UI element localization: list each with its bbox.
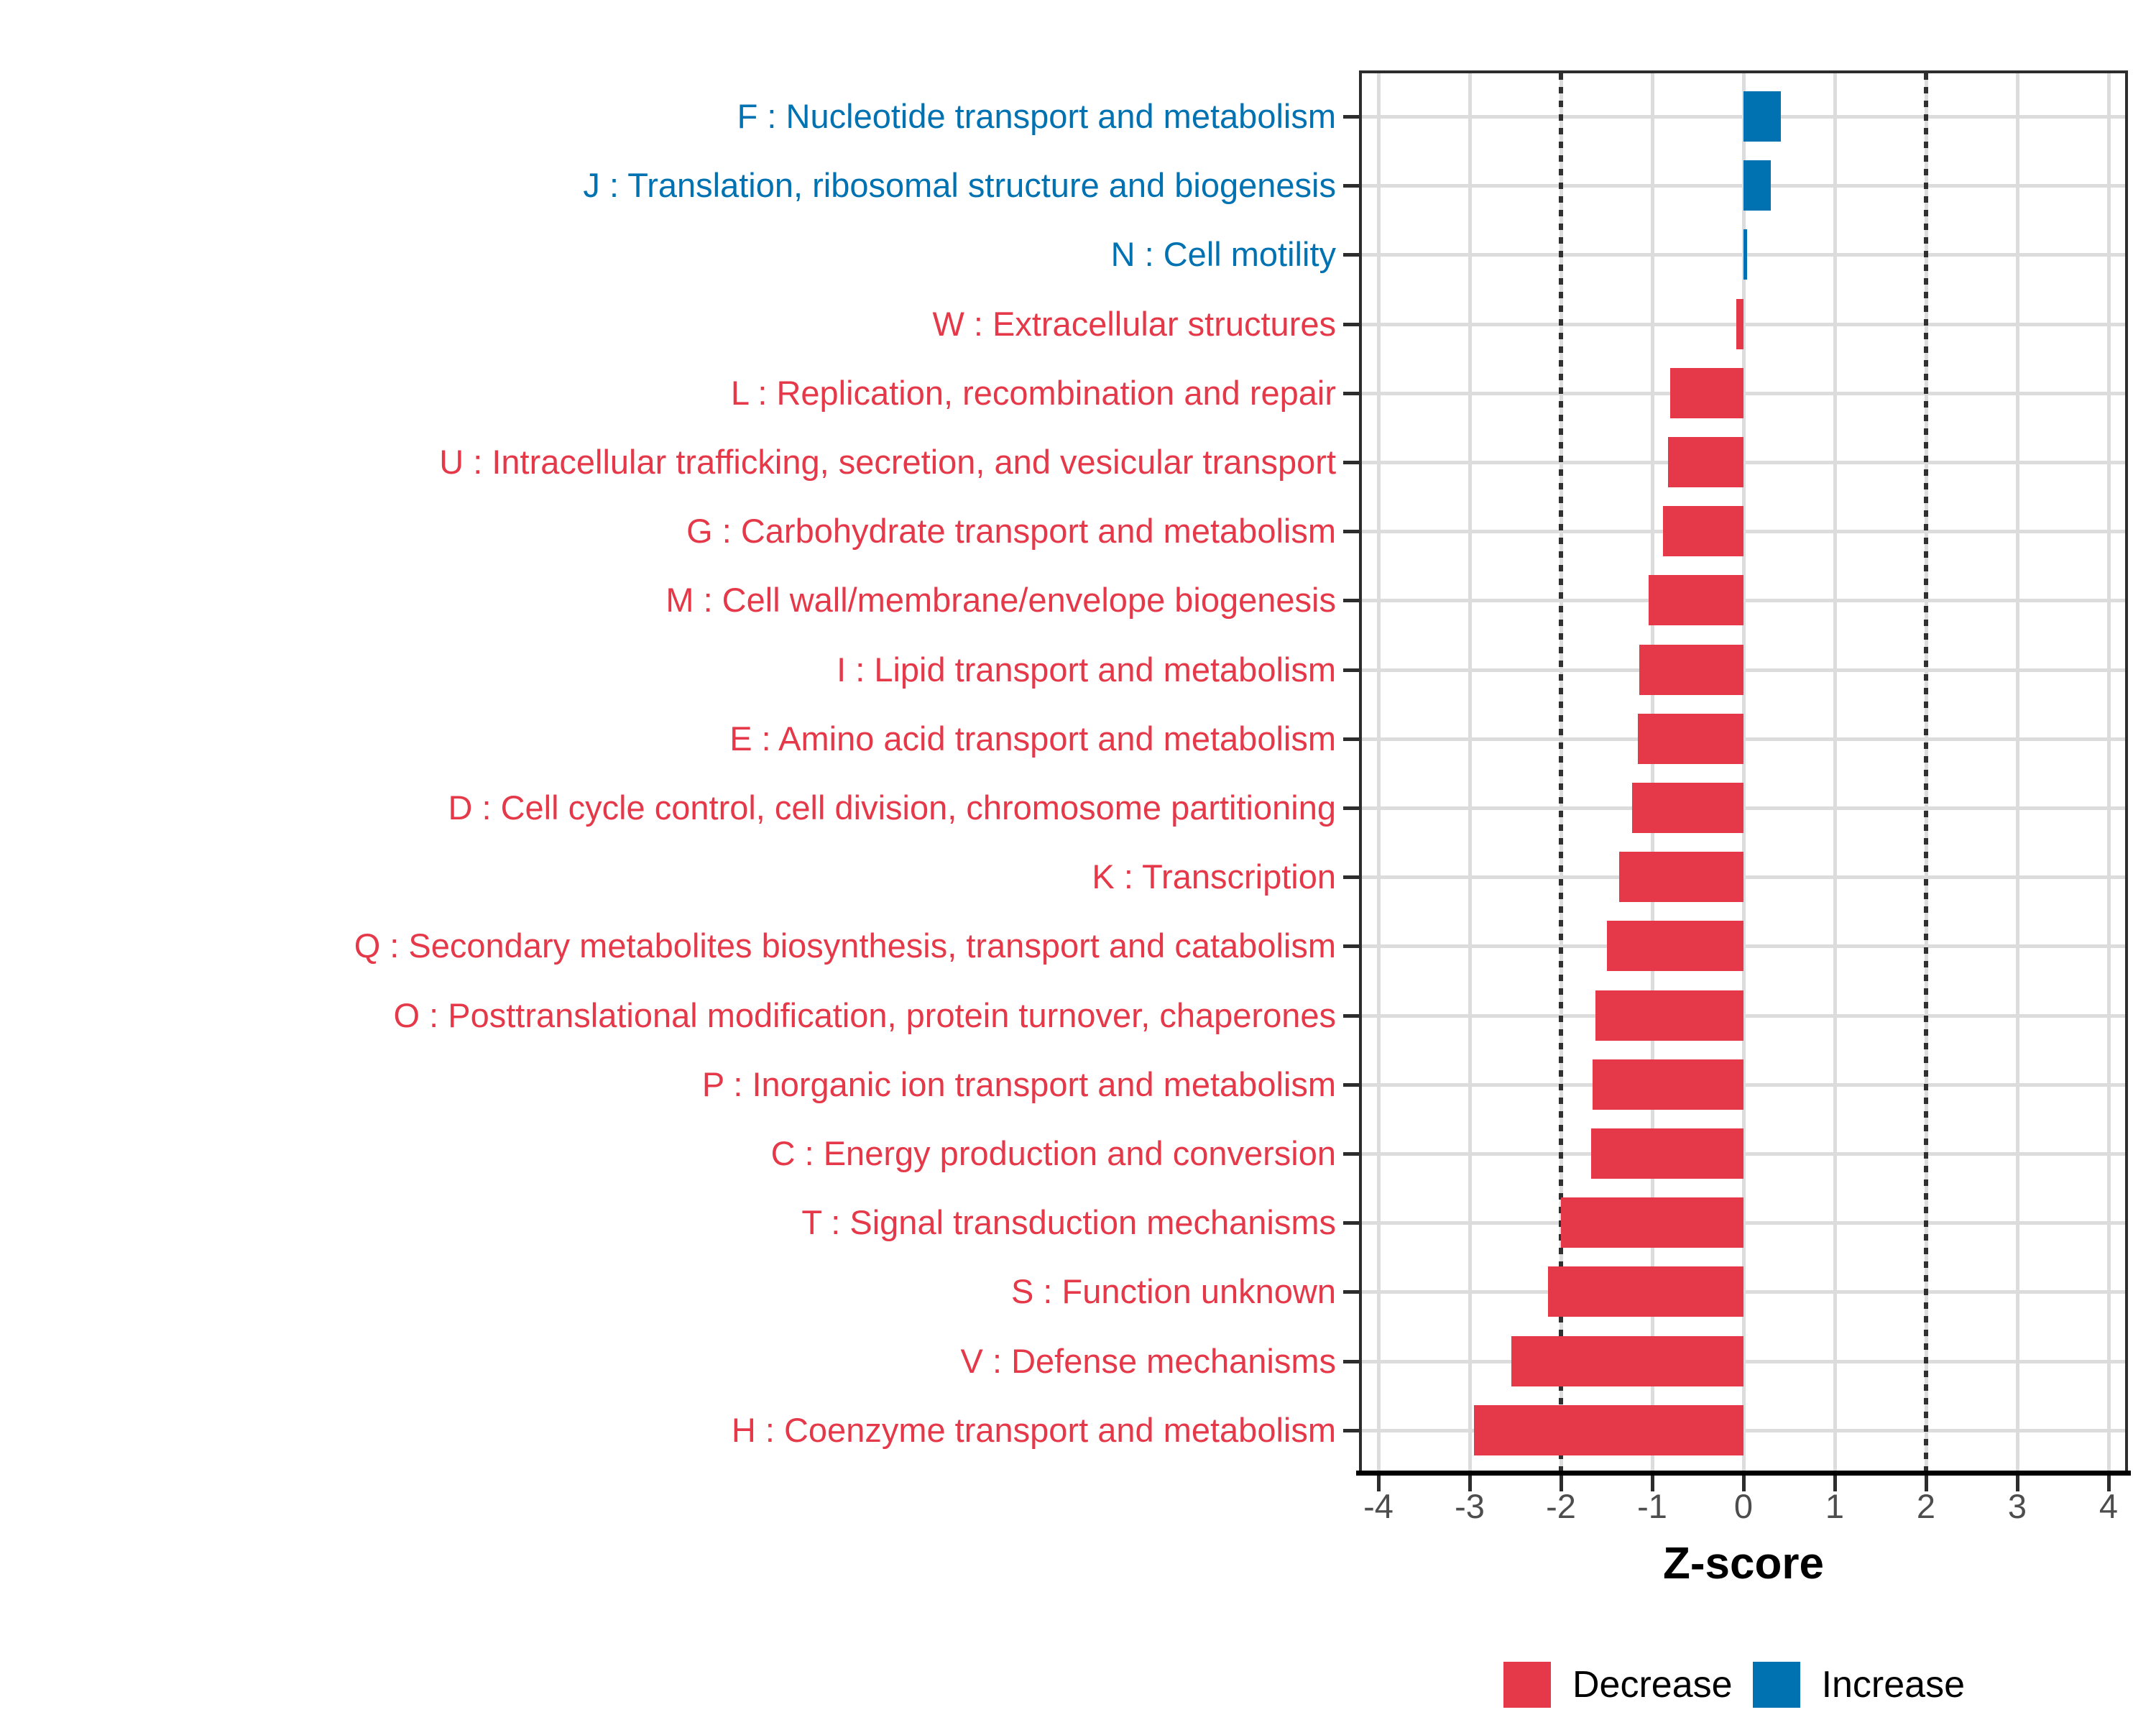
category-label: I : Lipid transport and metabolism [837, 650, 1336, 689]
bar-T [1561, 1197, 1743, 1248]
y-tick-mark [1343, 668, 1359, 672]
bar-Q [1606, 921, 1743, 972]
category-label: N : Cell motility [1110, 235, 1336, 274]
bar-E [1637, 713, 1743, 764]
bar-J [1743, 160, 1772, 211]
legend: Decrease Increase [1503, 1662, 1965, 1708]
x-gridline [1377, 73, 1381, 1473]
legend-item: Increase [1752, 1662, 1966, 1708]
x-tick-label: 4 [2099, 1487, 2119, 1525]
bar-S [1548, 1266, 1743, 1317]
x-tick-mark [2016, 1476, 2019, 1491]
x-gridline [1833, 73, 1837, 1473]
bar-F [1743, 91, 1782, 142]
category-label: V : Defense mechanisms [960, 1341, 1336, 1380]
x-tick-mark [1560, 1476, 1563, 1491]
bar-V [1511, 1335, 1743, 1386]
y-tick-mark [1343, 1152, 1359, 1156]
bar-O [1595, 990, 1743, 1041]
x-tick-label: 2 [1916, 1487, 1936, 1525]
category-label: G : Carbohydrate transport and metabolis… [686, 512, 1336, 551]
y-tick-mark [1343, 875, 1359, 880]
category-label: S : Function unknown [1011, 1272, 1336, 1311]
reference-line [1559, 73, 1563, 1473]
x-axis-line [1356, 1471, 2131, 1476]
category-label: P : Inorganic ion transport and metaboli… [701, 1064, 1336, 1103]
bar-N [1743, 229, 1748, 280]
bar-W [1736, 298, 1743, 349]
category-label: Q : Secondary metabolites biosynthesis, … [354, 926, 1336, 965]
bar-U [1667, 437, 1743, 487]
bar-M [1648, 575, 1743, 626]
x-gridline [1742, 73, 1746, 1473]
x-tick-label: -4 [1363, 1487, 1393, 1525]
x-gridline [1651, 73, 1654, 1473]
y-tick-mark [1343, 530, 1359, 534]
category-label: C : Energy production and conversion [770, 1134, 1336, 1172]
x-tick-label: 3 [2007, 1487, 2027, 1525]
legend-swatch-increase [1752, 1662, 1800, 1708]
bar-P [1593, 1059, 1743, 1110]
category-label: U : Intracellular trafficking, secretion… [439, 443, 1336, 481]
bar-C [1590, 1128, 1743, 1179]
category-label: L : Replication, recombination and repai… [730, 373, 1336, 412]
y-tick-mark [1343, 944, 1359, 949]
y-tick-mark [1343, 1221, 1359, 1225]
x-tick-label: -3 [1455, 1487, 1485, 1525]
y-tick-mark [1343, 1082, 1359, 1087]
bar-K [1619, 852, 1743, 903]
y-tick-mark [1343, 1428, 1359, 1432]
y-tick-mark [1343, 253, 1359, 257]
x-tick-label: 0 [1733, 1487, 1754, 1525]
x-tick-label: -1 [1637, 1487, 1667, 1525]
y-tick-mark [1343, 1013, 1359, 1018]
category-label: T : Signal transduction mechanisms [801, 1203, 1336, 1242]
y-tick-mark [1343, 115, 1359, 119]
legend-swatch-decrease [1503, 1662, 1551, 1708]
bar-I [1639, 644, 1743, 695]
x-tick-mark [1925, 1476, 1928, 1491]
x-tick-label: 1 [1825, 1487, 1845, 1525]
category-label: H : Coenzyme transport and metabolism [731, 1410, 1336, 1449]
x-axis-title: Z-score [1663, 1539, 1824, 1588]
y-tick-mark [1343, 806, 1359, 810]
reference-line [1924, 73, 1928, 1473]
y-tick-mark [1343, 599, 1359, 603]
x-tick-mark [2107, 1476, 2111, 1491]
x-tick-mark [1742, 1476, 1746, 1491]
y-tick-mark [1343, 391, 1359, 395]
x-gridline [2016, 73, 2019, 1473]
bar-D [1632, 783, 1743, 833]
legend-label: Increase [1821, 1664, 1966, 1706]
legend-label: Decrease [1572, 1664, 1733, 1706]
category-label: M : Cell wall/membrane/envelope biogenes… [665, 581, 1336, 620]
category-label: W : Extracellular structures [932, 304, 1336, 343]
legend-item: Decrease [1503, 1662, 1733, 1708]
x-tick-label: -2 [1546, 1487, 1576, 1525]
y-tick-mark [1343, 184, 1359, 188]
x-tick-mark [1377, 1476, 1381, 1491]
bar-H [1474, 1404, 1743, 1455]
bar-L [1670, 367, 1743, 418]
category-label: J : Translation, ribosomal structure and… [583, 166, 1336, 205]
category-label: E : Amino acid transport and metabolism [729, 719, 1336, 758]
plot-panel [1359, 70, 2128, 1476]
y-tick-mark [1343, 322, 1359, 326]
y-tick-mark [1343, 1290, 1359, 1294]
y-tick-mark [1343, 461, 1359, 464]
y-tick-mark [1343, 737, 1359, 741]
category-label: O : Posttranslational modification, prot… [393, 995, 1336, 1034]
x-tick-mark [1833, 1476, 1837, 1491]
x-tick-mark [1468, 1476, 1472, 1491]
x-gridline [1468, 73, 1472, 1473]
bar-G [1663, 506, 1743, 557]
category-label: K : Transcription [1092, 857, 1336, 896]
category-label: D : Cell cycle control, cell division, c… [448, 788, 1336, 827]
category-label: F : Nucleotide transport and metabolism [737, 97, 1336, 135]
x-gridline [2107, 73, 2111, 1473]
x-tick-mark [1651, 1476, 1654, 1491]
y-tick-mark [1343, 1359, 1359, 1363]
